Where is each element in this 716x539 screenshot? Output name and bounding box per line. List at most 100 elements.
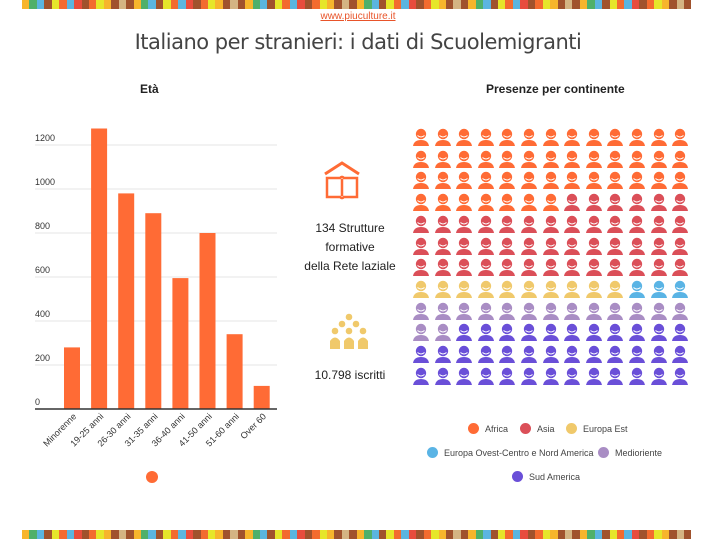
person-icon bbox=[542, 215, 560, 233]
person-icon bbox=[520, 193, 538, 212]
person-icon bbox=[671, 345, 689, 363]
person-icon bbox=[520, 345, 538, 363]
people-group-icon bbox=[329, 313, 369, 356]
person-icon bbox=[650, 323, 668, 342]
legend-item-europa-ovest[interactable]: Europa Ovest-Centro e Nord America bbox=[427, 447, 594, 458]
person-icon bbox=[563, 280, 581, 298]
bar bbox=[199, 233, 216, 409]
person-icon bbox=[455, 193, 473, 212]
person-icon bbox=[563, 258, 581, 277]
person-icon bbox=[628, 258, 646, 277]
legend-item-sud-america[interactable]: Sud America bbox=[512, 471, 580, 482]
bar bbox=[91, 128, 108, 409]
legend-swatch bbox=[598, 447, 609, 458]
person-icon bbox=[477, 171, 495, 190]
person-icon bbox=[520, 150, 538, 168]
person-icon bbox=[434, 367, 452, 385]
person-icon bbox=[628, 150, 646, 168]
legend-swatch bbox=[512, 471, 523, 482]
person-icon bbox=[477, 215, 495, 233]
continent-pictogram bbox=[412, 128, 692, 398]
book-house-icon bbox=[322, 160, 362, 207]
person-icon bbox=[498, 345, 516, 363]
person-icon bbox=[628, 128, 646, 146]
person-icon bbox=[606, 150, 624, 168]
person-icon bbox=[542, 128, 560, 146]
person-icon bbox=[520, 302, 538, 320]
person-icon bbox=[650, 150, 668, 168]
bar bbox=[226, 334, 243, 409]
person-icon bbox=[434, 258, 452, 277]
person-icon bbox=[650, 302, 668, 320]
person-icon bbox=[455, 150, 473, 168]
legend-item-medioriente[interactable]: Medioriente bbox=[598, 447, 662, 458]
person-icon bbox=[498, 302, 516, 320]
person-icon bbox=[520, 367, 538, 385]
person-icon bbox=[606, 367, 624, 385]
person-icon bbox=[520, 128, 538, 146]
person-icon bbox=[542, 367, 560, 385]
person-icon bbox=[563, 367, 581, 385]
legend-swatch bbox=[427, 447, 438, 458]
person-icon bbox=[477, 128, 495, 146]
person-icon bbox=[650, 237, 668, 255]
legend-item-asia[interactable]: Asia bbox=[520, 423, 555, 434]
person-icon bbox=[628, 193, 646, 212]
person-icon bbox=[498, 323, 516, 342]
person-icon bbox=[455, 215, 473, 233]
person-icon bbox=[412, 128, 430, 146]
legend-item-europa-est[interactable]: Europa Est bbox=[566, 423, 628, 434]
person-icon bbox=[606, 258, 624, 277]
person-icon bbox=[455, 128, 473, 146]
legend-swatch bbox=[468, 423, 479, 434]
person-icon bbox=[563, 237, 581, 255]
person-icon bbox=[671, 171, 689, 190]
person-icon bbox=[412, 258, 430, 277]
person-icon bbox=[650, 367, 668, 385]
person-icon bbox=[628, 171, 646, 190]
person-icon bbox=[520, 171, 538, 190]
person-icon bbox=[412, 237, 430, 255]
person-icon bbox=[520, 258, 538, 277]
person-icon bbox=[477, 150, 495, 168]
person-icon bbox=[498, 193, 516, 212]
age-legend-dot[interactable] bbox=[146, 471, 158, 483]
person-icon bbox=[498, 280, 516, 298]
bar bbox=[172, 278, 189, 409]
y-tick-label: 1200 bbox=[35, 133, 55, 143]
person-icon bbox=[585, 150, 603, 168]
person-icon bbox=[412, 323, 430, 342]
legend-item-africa[interactable]: Africa bbox=[468, 423, 508, 434]
page-title: Italiano per stranieri: i dati di Scuole… bbox=[134, 30, 582, 54]
y-tick-label: 0 bbox=[35, 397, 40, 407]
person-icon bbox=[650, 171, 668, 190]
person-icon bbox=[542, 323, 560, 342]
person-icon bbox=[650, 258, 668, 277]
person-icon bbox=[498, 258, 516, 277]
person-icon bbox=[434, 128, 452, 146]
person-icon bbox=[650, 345, 668, 363]
person-icon bbox=[412, 345, 430, 363]
person-icon bbox=[628, 237, 646, 255]
strutture-line: formative bbox=[325, 240, 375, 254]
person-icon bbox=[412, 171, 430, 190]
person-icon bbox=[650, 128, 668, 146]
legend-swatch bbox=[520, 423, 531, 434]
person-icon bbox=[585, 193, 603, 212]
person-icon bbox=[412, 302, 430, 320]
person-icon bbox=[628, 345, 646, 363]
person-icon bbox=[455, 237, 473, 255]
person-icon bbox=[585, 323, 603, 342]
person-icon bbox=[434, 193, 452, 212]
person-icon bbox=[412, 367, 430, 385]
person-icon bbox=[542, 237, 560, 255]
person-icon bbox=[412, 280, 430, 298]
person-icon bbox=[628, 302, 646, 320]
person-icon bbox=[606, 128, 624, 146]
person-icon bbox=[606, 193, 624, 212]
person-icon bbox=[606, 345, 624, 363]
site-link[interactable]: www.piuculture.it bbox=[320, 11, 396, 22]
person-icon bbox=[434, 280, 452, 298]
person-icon bbox=[628, 323, 646, 342]
person-icon bbox=[520, 215, 538, 233]
